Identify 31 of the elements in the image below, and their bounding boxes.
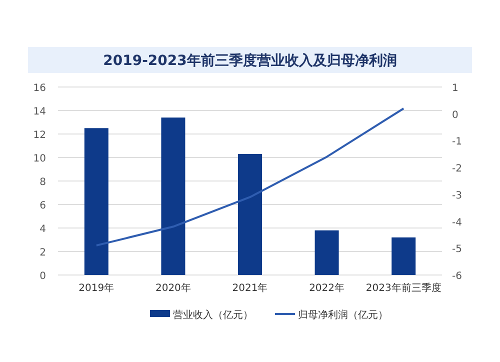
bar [84, 128, 108, 275]
bar [161, 118, 186, 275]
bar [314, 230, 339, 275]
bar [392, 237, 416, 275]
y2-tick-label: -3 [452, 190, 462, 202]
chart-title: 2019-2023年前三季度营业收入及归母净利润 [103, 52, 397, 69]
y2-tick-label: -6 [452, 271, 462, 282]
x-tick-label: 2022年 [309, 282, 345, 294]
legend-label: 营业收入（亿元） [173, 309, 253, 321]
y2-tick-label: -4 [452, 217, 462, 228]
y-tick-label: 8 [40, 177, 46, 188]
y2-tick-label: -2 [452, 164, 462, 175]
y-tick-label: 12 [33, 130, 46, 141]
legend-label: 归母净利润（亿元） [298, 309, 388, 321]
x-tick-label: 2019年 [78, 282, 114, 294]
y2-tick-label: 1 [452, 83, 458, 94]
x-tick-label: 2020年 [155, 282, 191, 294]
y-tick-label: 10 [33, 154, 46, 164]
y2-tick-label: -1 [452, 136, 462, 148]
y2-tick-label: -5 [452, 244, 462, 256]
x-tick-label: 2023年前三季度 [366, 282, 442, 294]
y-tick-label: 2 [40, 248, 46, 258]
y-tick-label: 16 [33, 83, 46, 94]
y-tick-label: 0 [40, 271, 46, 282]
bar [238, 154, 262, 275]
y-tick-label: 14 [33, 106, 46, 118]
y2-tick-label: 0 [452, 110, 458, 121]
y-tick-label: 6 [40, 200, 46, 212]
y-tick-label: 4 [40, 224, 46, 235]
x-tick-label: 2021年 [232, 282, 268, 294]
line-series [95, 107, 405, 246]
